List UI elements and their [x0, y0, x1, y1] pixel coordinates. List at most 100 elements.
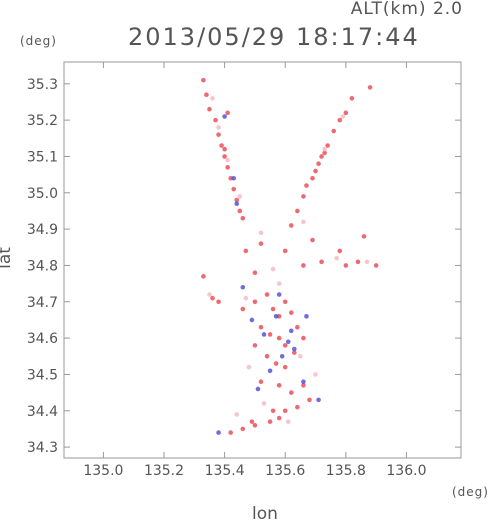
data-point	[267, 368, 273, 374]
data-point	[231, 175, 237, 181]
data-point	[261, 332, 267, 337]
data-point	[349, 96, 355, 101]
data-point	[240, 284, 246, 290]
data-point	[276, 383, 282, 388]
data-point	[258, 241, 264, 246]
data-point	[282, 343, 288, 348]
data-point	[364, 259, 370, 265]
data-point	[240, 215, 246, 221]
data-point	[222, 114, 227, 119]
y-tick-label: 34.4	[27, 404, 58, 420]
x-tick-label: 135.0	[83, 463, 123, 479]
y-tick-label: 34.3	[27, 440, 58, 456]
data-point	[307, 397, 312, 403]
data-point	[301, 379, 306, 385]
data-point	[288, 390, 294, 395]
data-point	[301, 383, 306, 388]
data-point	[225, 110, 230, 116]
data-point	[237, 208, 243, 214]
data-point	[282, 299, 288, 305]
y-tick-label: 35.3	[27, 77, 58, 93]
data-point	[201, 77, 206, 83]
data-point	[298, 353, 303, 359]
data-point	[295, 208, 300, 214]
axis-ticks: 135.0 135.2 135.4 135.6 135.8 136.0 34.3 34.4 34…	[27, 62, 461, 479]
data-point	[216, 132, 221, 137]
x-tick-label: 136.0	[386, 463, 426, 479]
data-point	[301, 194, 306, 199]
data-point	[252, 423, 258, 428]
data-point	[334, 255, 340, 261]
data-point	[216, 299, 221, 305]
x-tick-label: 135.4	[205, 463, 245, 479]
data-point	[207, 106, 212, 112]
data-point	[222, 146, 227, 152]
data-point	[325, 143, 330, 148]
x-unit-label: (deg)	[452, 485, 489, 499]
y-tick-label: 35.2	[27, 113, 58, 129]
data-point	[222, 154, 227, 159]
data-point	[264, 292, 270, 297]
data-point	[267, 419, 273, 424]
data-point	[255, 386, 261, 392]
data-point	[295, 404, 300, 410]
y-tick-label: 34.6	[27, 331, 58, 347]
data-point	[301, 263, 306, 268]
x-tick-label: 135.8	[326, 463, 366, 479]
y-tick-label: 34.9	[27, 222, 58, 238]
data-point	[279, 353, 285, 359]
data-point	[213, 117, 218, 123]
data-point	[243, 295, 249, 301]
data-point	[204, 92, 209, 97]
data-point	[276, 415, 282, 421]
data-point	[273, 361, 279, 366]
data-point	[270, 266, 276, 272]
data-point	[316, 161, 321, 167]
data-point	[337, 117, 343, 123]
data-point	[228, 430, 233, 435]
data-point	[264, 353, 270, 359]
data-point	[270, 408, 276, 414]
data-point	[301, 219, 306, 225]
timestamp-title: 2013/05/29 18:17:44	[128, 23, 420, 51]
y-tick-label: 34.7	[27, 295, 58, 311]
data-point	[225, 157, 230, 163]
data-point	[340, 114, 346, 119]
data-point	[337, 248, 343, 254]
data-point	[373, 263, 379, 268]
x-tick-label: 135.2	[144, 463, 184, 479]
data-point	[322, 146, 327, 152]
data-point	[267, 332, 273, 337]
data-point	[292, 350, 297, 355]
y-unit-label: (deg)	[20, 34, 57, 48]
data-point	[273, 314, 279, 319]
data-point	[361, 234, 367, 239]
y-tick-label: 34.8	[27, 258, 58, 274]
data-point	[316, 397, 321, 403]
data-point	[276, 335, 282, 341]
data-point	[288, 328, 294, 334]
data-point	[249, 317, 255, 323]
data-point	[261, 401, 267, 406]
x-tick-label: 135.6	[265, 463, 305, 479]
data-point	[310, 175, 315, 181]
data-point	[219, 143, 224, 148]
data-point	[285, 419, 291, 424]
data-point	[295, 324, 300, 330]
data-point	[252, 343, 258, 348]
data-point	[319, 259, 324, 265]
data-point	[288, 223, 294, 228]
y-tick-label: 34.5	[27, 367, 58, 383]
data-point	[234, 201, 240, 206]
data-point	[240, 426, 246, 432]
data-point	[304, 314, 309, 319]
data-point	[234, 412, 240, 417]
data-point	[292, 346, 297, 352]
x-axis-label: lon	[252, 504, 278, 524]
data-point	[210, 295, 215, 301]
data-point	[270, 306, 276, 312]
data-point	[216, 430, 221, 435]
data-point	[231, 186, 237, 192]
data-point	[252, 270, 258, 276]
